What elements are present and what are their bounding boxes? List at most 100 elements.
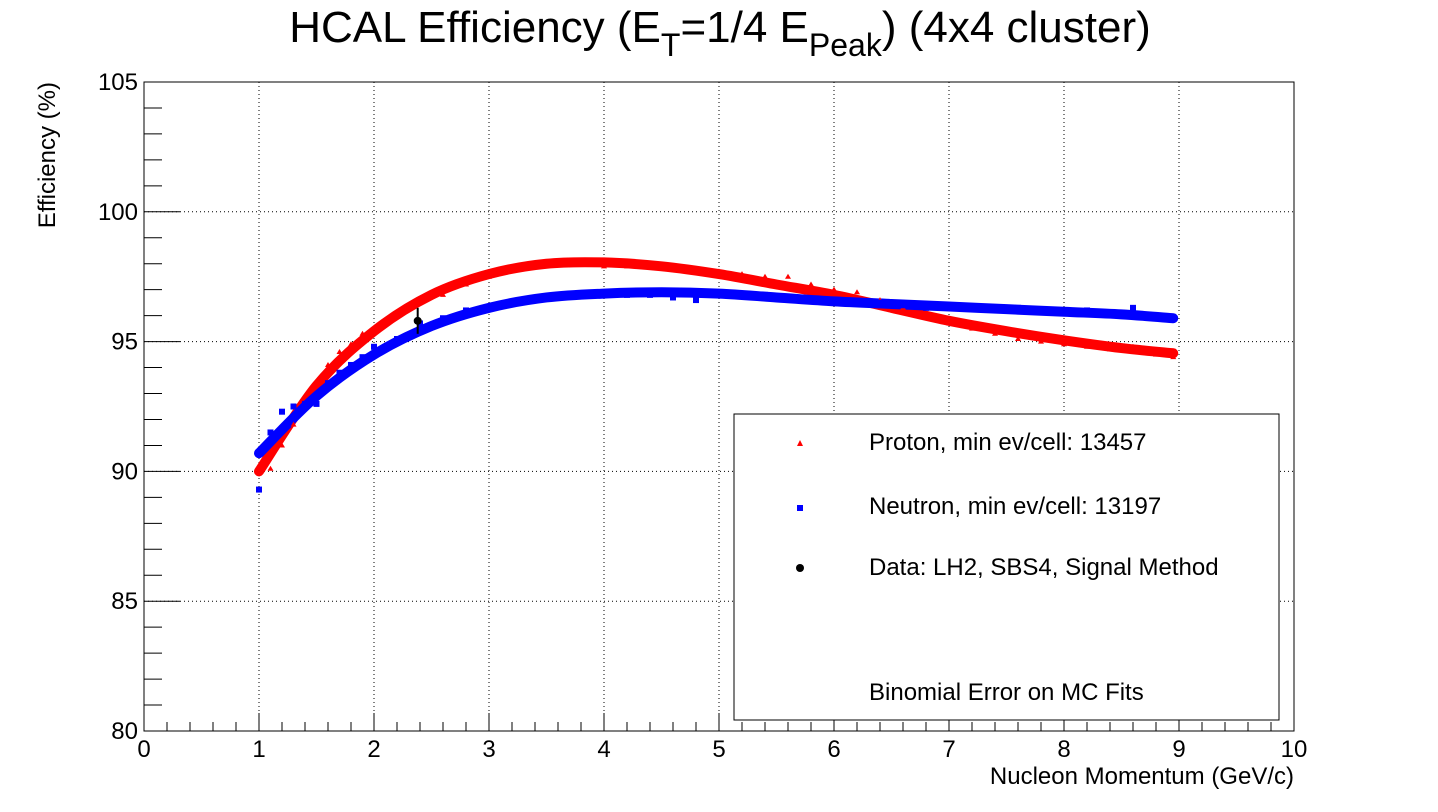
proton-point [578, 260, 584, 266]
neutron-point [624, 291, 630, 298]
y-tick-label: 85 [111, 588, 138, 615]
proton-point [325, 361, 331, 367]
x-tick-label: 10 [1281, 736, 1308, 763]
neutron-point [313, 400, 320, 407]
legend: Proton, min ev/cell: 13457 Neutron, min … [733, 413, 1280, 721]
neutron-point [463, 307, 469, 314]
x-tick-label: 8 [1057, 736, 1070, 763]
neutron-point [923, 304, 929, 311]
neutron-point [267, 429, 274, 436]
neutron-point [336, 369, 343, 376]
proton-point [693, 265, 699, 271]
proton-point [831, 286, 837, 292]
neutron-point [877, 299, 883, 306]
proton-point [716, 268, 722, 274]
neutron-point [1153, 312, 1159, 319]
neutron-point [1107, 310, 1113, 317]
neutron-point [900, 302, 906, 309]
legend-data-label: Data: LH2, SBS4, Signal Method [869, 554, 1219, 581]
neutron-point [440, 315, 446, 322]
proton-point [1084, 343, 1090, 349]
x-tick-label: 5 [712, 736, 725, 763]
axes [143, 81, 1295, 732]
proton-point [1107, 346, 1113, 352]
x-tick-label: 0 [137, 736, 150, 763]
tick-labels: 0 1 2 3 4 5 6 7 8 9 10 80 85 90 95 100 105 [98, 69, 1307, 763]
chart-title: HCAL Efficiency (ET=1/4 EPeak) (4x4 clus… [289, 3, 1151, 63]
legend-neutron-marker [797, 505, 803, 511]
neutron-point [256, 486, 262, 493]
x-axis-label: Nucleon Momentum (GeV/c) [990, 763, 1294, 790]
neutron-point [1038, 307, 1044, 314]
x-tick-label: 4 [597, 736, 610, 763]
neutron-point [532, 297, 538, 304]
neutron-point [555, 291, 561, 298]
proton-point [808, 281, 814, 287]
neutron-point [1130, 304, 1136, 311]
x-tick-label: 1 [252, 736, 265, 763]
proton-point [279, 442, 285, 448]
y-tick-label: 95 [111, 329, 138, 356]
data-point [413, 316, 422, 325]
proton-point [486, 273, 492, 279]
neutron-point [831, 299, 837, 306]
x-tick-label: 2 [367, 736, 380, 763]
legend-data-marker [796, 564, 804, 572]
neutron-point [279, 408, 285, 415]
neutron-point [359, 354, 366, 361]
neutron-point [371, 343, 377, 350]
proton-point [992, 330, 998, 336]
neutron-point [946, 304, 952, 311]
proton-point [854, 289, 860, 295]
proton-point [313, 380, 320, 386]
proton-point [290, 421, 297, 427]
neutron-point [785, 294, 791, 301]
neutron-point [394, 336, 400, 343]
x-tick-label: 3 [482, 736, 495, 763]
legend-proton-marker [797, 440, 803, 446]
proton-point [969, 325, 975, 331]
proton-point [394, 312, 400, 318]
neutron-point [578, 291, 584, 298]
y-tick-label: 100 [98, 199, 138, 226]
legend-note: Binomial Error on MC Fits [869, 679, 1144, 706]
neutron-point [290, 403, 297, 410]
proton-point [1170, 354, 1177, 360]
neutron-point [969, 304, 975, 311]
neutron-point [762, 291, 768, 298]
proton-point [670, 265, 676, 271]
proton-point [348, 341, 354, 347]
proton-point [509, 265, 515, 271]
legend-box [733, 413, 1280, 721]
neutron-point [647, 291, 653, 298]
neutron-point [486, 304, 492, 311]
neutron-point [808, 297, 814, 304]
y-tick-label: 105 [98, 69, 138, 96]
neutron-point [1061, 307, 1067, 314]
neutron-point [693, 297, 699, 304]
neutron-point [854, 299, 860, 306]
proton-fit-curve [254, 257, 1179, 477]
proton-point [1153, 351, 1159, 357]
proton-point [532, 263, 538, 269]
neutron-point [716, 289, 722, 296]
x-tick-label: 6 [827, 736, 840, 763]
neutron-point [1170, 315, 1177, 322]
neutron-point [509, 299, 515, 306]
proton-point [923, 312, 929, 318]
y-tick-label: 90 [111, 458, 138, 485]
proton-point [555, 260, 561, 266]
proton-point [1061, 341, 1067, 347]
proton-point [762, 273, 768, 279]
proton-point [1038, 338, 1044, 344]
neutron-point [348, 361, 354, 368]
proton-point [647, 263, 653, 269]
x-tick-label: 9 [1172, 736, 1185, 763]
proton-point [1130, 343, 1136, 349]
proton-point [785, 273, 791, 279]
proton-point [417, 299, 423, 305]
data-points [256, 260, 1177, 493]
neutron-point [325, 380, 331, 387]
proton-point [946, 320, 952, 326]
